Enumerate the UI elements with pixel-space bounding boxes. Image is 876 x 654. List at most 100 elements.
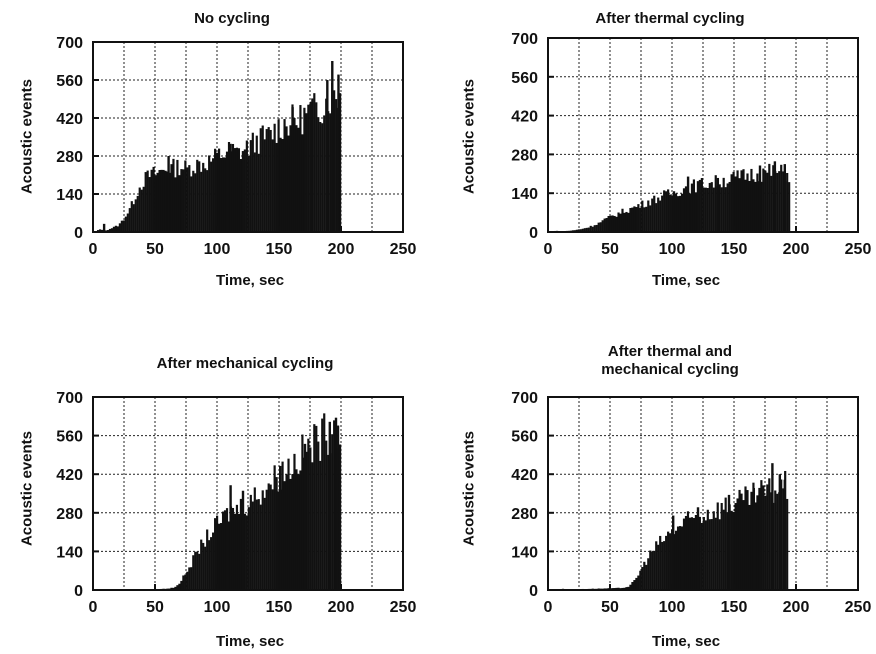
bar	[156, 173, 158, 232]
bar	[746, 490, 748, 590]
bar	[254, 487, 256, 590]
bar	[319, 122, 321, 232]
x-tick-label: 50	[146, 599, 164, 616]
x-tick-label: 50	[601, 599, 619, 616]
bar	[291, 474, 293, 590]
bar	[748, 505, 750, 590]
bar	[323, 413, 325, 590]
bar-series	[95, 61, 341, 232]
bar	[639, 571, 641, 590]
bar	[736, 498, 738, 590]
bar	[184, 160, 186, 232]
y-tick-label: 420	[56, 111, 83, 128]
bar	[158, 170, 160, 232]
bar	[641, 567, 643, 590]
bar	[252, 133, 254, 232]
bar	[188, 567, 190, 590]
bar	[774, 490, 776, 590]
bar	[270, 485, 272, 590]
bar	[673, 191, 675, 232]
bar	[715, 518, 717, 590]
bar	[272, 489, 274, 590]
x-tick-label: 250	[845, 599, 872, 616]
bar	[133, 204, 135, 232]
bar	[256, 500, 258, 590]
bar-spike	[242, 491, 244, 590]
bar	[611, 215, 613, 232]
bar-spike	[774, 161, 776, 232]
bar	[204, 547, 206, 590]
bar	[287, 459, 289, 590]
bar	[242, 151, 244, 232]
bar	[264, 139, 266, 232]
bar	[236, 148, 238, 232]
bar	[602, 220, 604, 232]
bar	[184, 575, 186, 590]
bar-series	[95, 413, 341, 590]
bar	[665, 191, 667, 232]
bar	[639, 208, 641, 232]
bar	[681, 526, 683, 590]
bar	[788, 182, 790, 232]
bar	[699, 180, 701, 232]
bar	[283, 481, 285, 590]
bar	[244, 149, 246, 232]
bar-spike	[229, 144, 231, 232]
bar	[285, 126, 287, 232]
bar	[693, 518, 695, 590]
bar-spike	[687, 177, 689, 232]
bar	[266, 129, 268, 232]
x-tick-label: 150	[266, 241, 293, 258]
bar	[149, 177, 151, 232]
y-axis-label: Acoustic events	[461, 62, 478, 212]
bar	[283, 119, 285, 232]
bar	[596, 225, 598, 232]
bar	[279, 138, 281, 232]
bar	[635, 207, 637, 232]
bar	[139, 188, 141, 232]
bar	[756, 495, 758, 590]
bar	[214, 518, 216, 590]
bar	[613, 216, 615, 232]
bar	[238, 514, 240, 590]
chart-panel-after-thermal-and-mechanical-cycling: After thermal and mechanical cycling Aco…	[438, 327, 876, 654]
bar	[675, 193, 677, 232]
bar	[705, 188, 707, 232]
bar	[740, 170, 742, 232]
bar	[752, 179, 754, 232]
bar	[155, 175, 157, 232]
bar	[315, 102, 317, 232]
y-tick-label: 140	[56, 544, 83, 561]
x-tick-label: 250	[390, 599, 417, 616]
y-tick-label: 280	[56, 506, 83, 523]
bar	[272, 139, 274, 232]
bar	[276, 477, 278, 590]
bar	[633, 206, 635, 232]
bar	[685, 186, 687, 232]
bar	[258, 154, 260, 232]
bar	[677, 196, 679, 232]
bar	[750, 492, 752, 590]
bar	[707, 510, 709, 590]
bar	[258, 499, 260, 590]
bar	[754, 182, 756, 232]
chart-title: No cycling	[0, 10, 438, 28]
bar	[198, 161, 200, 232]
bar	[649, 551, 651, 590]
bar	[695, 515, 697, 590]
chart-panel-no-cycling: No cycling Acoustic events Time, sec 0 50…	[0, 0, 438, 327]
x-tick-label: 150	[721, 599, 748, 616]
bar	[744, 180, 746, 232]
bar	[669, 194, 671, 232]
bar	[685, 516, 687, 590]
bar	[725, 187, 727, 232]
bar	[339, 444, 341, 590]
bar	[766, 173, 768, 232]
bar	[651, 552, 653, 590]
bar-series	[550, 161, 790, 232]
bar	[711, 519, 713, 590]
bar	[214, 149, 216, 232]
bar	[742, 500, 744, 590]
y-tick-label: 700	[56, 390, 83, 407]
bar	[250, 140, 252, 232]
